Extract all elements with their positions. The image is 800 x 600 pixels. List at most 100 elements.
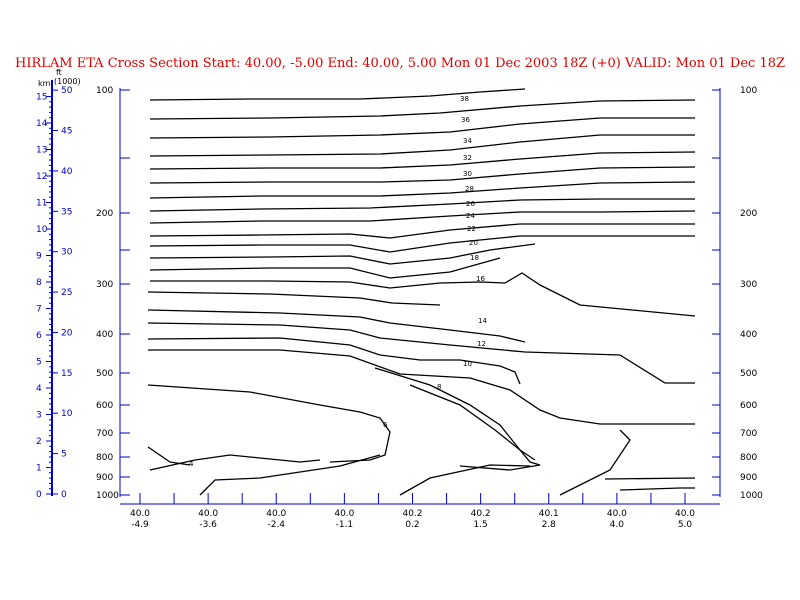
contour-label: 32: [463, 154, 472, 162]
pressure-tick-label: 100: [740, 86, 757, 96]
contour-lines: [147, 88, 696, 496]
km-tick-label: 15: [36, 93, 47, 103]
pressure-tick-label: 500: [96, 369, 113, 379]
contour-line: [149, 117, 695, 139]
km-tick-label: 1: [36, 464, 42, 474]
pressure-tick-label: 500: [740, 369, 757, 379]
x-tick-lon: 1.5: [473, 520, 487, 530]
x-tick-lat: 40.0: [334, 509, 354, 519]
contour-line: [149, 235, 695, 253]
ft-tick-label: 30: [61, 248, 73, 258]
x-tick-lon: -3.6: [199, 520, 217, 530]
km-unit: km: [38, 79, 51, 88]
ft-tick-label: 50: [61, 86, 73, 96]
contour-line: [147, 384, 391, 463]
x-tick-lat: 40.2: [402, 509, 422, 519]
km-tick-label: 5: [36, 358, 42, 368]
pressure-axis-left: 100 200 300 400 500 600 700 800 900 1000: [96, 86, 130, 501]
contour-line: [149, 181, 696, 199]
contour-line: [619, 487, 695, 491]
contour-label: 34: [463, 137, 472, 145]
contour-line: [149, 223, 695, 239]
bottom-axis: 40.0-4.940.0-3.640.0-2.440.0-1.140.20.24…: [120, 493, 720, 530]
x-tick-lon: 2.8: [542, 520, 557, 530]
km-tick-label: 11: [36, 199, 47, 209]
x-tick-lon: 5.0: [678, 520, 693, 530]
pressure-tick-label: 1000: [96, 491, 119, 501]
x-tick-lon: 4.0: [610, 520, 625, 530]
x-tick-lat: 40.2: [471, 509, 491, 519]
pressure-tick-label: 800: [740, 453, 757, 463]
pressure-tick-label: 400: [740, 330, 757, 340]
ft-tick-label: 5: [61, 450, 67, 460]
x-tick-lat: 40.0: [266, 509, 286, 519]
pressure-tick-label: 400: [96, 330, 113, 340]
contour-label: 14: [478, 317, 487, 325]
contour-label: 36: [461, 116, 470, 124]
x-tick-lon: -2.4: [267, 520, 285, 530]
x-tick-lat: 40.0: [130, 509, 150, 519]
contour-label: 22: [467, 225, 476, 233]
km-tick-label: 6: [36, 331, 42, 341]
contour-label: 28: [465, 185, 474, 193]
contour-label: 26: [466, 200, 475, 208]
contour-label: 18: [470, 254, 479, 262]
x-tick-lat: 40.1: [539, 509, 559, 519]
km-tick-label: 14: [36, 119, 48, 129]
x-tick-lon: -4.9: [131, 520, 149, 530]
contour-line: [604, 477, 696, 480]
ft-tick-label: 25: [61, 288, 72, 298]
km-tick-label: 2: [36, 437, 42, 447]
contour-label: 12: [477, 340, 486, 348]
contour-label: 6: [383, 421, 388, 429]
contour-line: [147, 446, 191, 466]
km-tick-label: 4: [36, 384, 42, 394]
contour-label: 30: [463, 170, 472, 178]
contour-line: [149, 198, 695, 212]
contour-line: [559, 429, 631, 496]
contour-label: 38: [460, 95, 469, 103]
contour-line: [150, 272, 696, 317]
contour-line: [374, 367, 541, 471]
ft-tick-label: 40: [61, 167, 73, 177]
pressure-tick-label: 200: [740, 209, 757, 219]
contour-line: [199, 454, 381, 496]
km-tick-label: 9: [36, 252, 42, 262]
contour-label: 16: [476, 275, 485, 283]
pressure-tick-label: 600: [96, 401, 113, 411]
ft-unit-scale: (1000): [54, 77, 81, 86]
x-tick-lon: -1.1: [336, 520, 354, 530]
pressure-axis-right: 100 200 300 400 500 600 700 800 900 1000: [712, 86, 763, 501]
contour-label: 10: [463, 360, 472, 368]
pressure-tick-label: 300: [740, 280, 757, 290]
contour-line: [149, 243, 536, 265]
km-tick-label: 8: [36, 278, 42, 288]
contour-labels: 38 36 34 32 30 28 26 24 22 20 18 16 14 12 10 8 6 4: [189, 95, 487, 468]
contour-label: 8: [437, 383, 441, 391]
contour-line: [149, 210, 696, 224]
pressure-tick-label: 900: [96, 473, 113, 483]
pressure-tick-label: 1000: [740, 491, 763, 501]
contour-line: [149, 166, 696, 184]
contour-line: [147, 309, 526, 343]
contour-line: [147, 337, 521, 385]
ft-tick-label: 45: [61, 127, 72, 137]
altitude-axis: kmft(1000)012345678910111213141505101520…: [36, 68, 81, 500]
pressure-tick-label: 800: [96, 453, 113, 463]
pressure-tick-label: 200: [96, 209, 113, 219]
contour-line: [147, 322, 695, 384]
pressure-tick-label: 100: [96, 86, 113, 96]
contour-line: [149, 454, 321, 471]
ft-tick-label: 10: [61, 409, 73, 419]
pressure-tick-label: 700: [740, 429, 757, 439]
x-tick-lat: 40.0: [675, 509, 695, 519]
contour-line: [409, 384, 536, 461]
contour-line: [149, 99, 696, 120]
ft-tick-label: 35: [61, 207, 72, 217]
ft-tick-label: 15: [61, 369, 72, 379]
pressure-tick-label: 600: [740, 401, 757, 411]
ft-tick-label: 0: [61, 490, 67, 500]
km-tick-label: 7: [36, 305, 42, 315]
contour-line: [399, 464, 531, 496]
